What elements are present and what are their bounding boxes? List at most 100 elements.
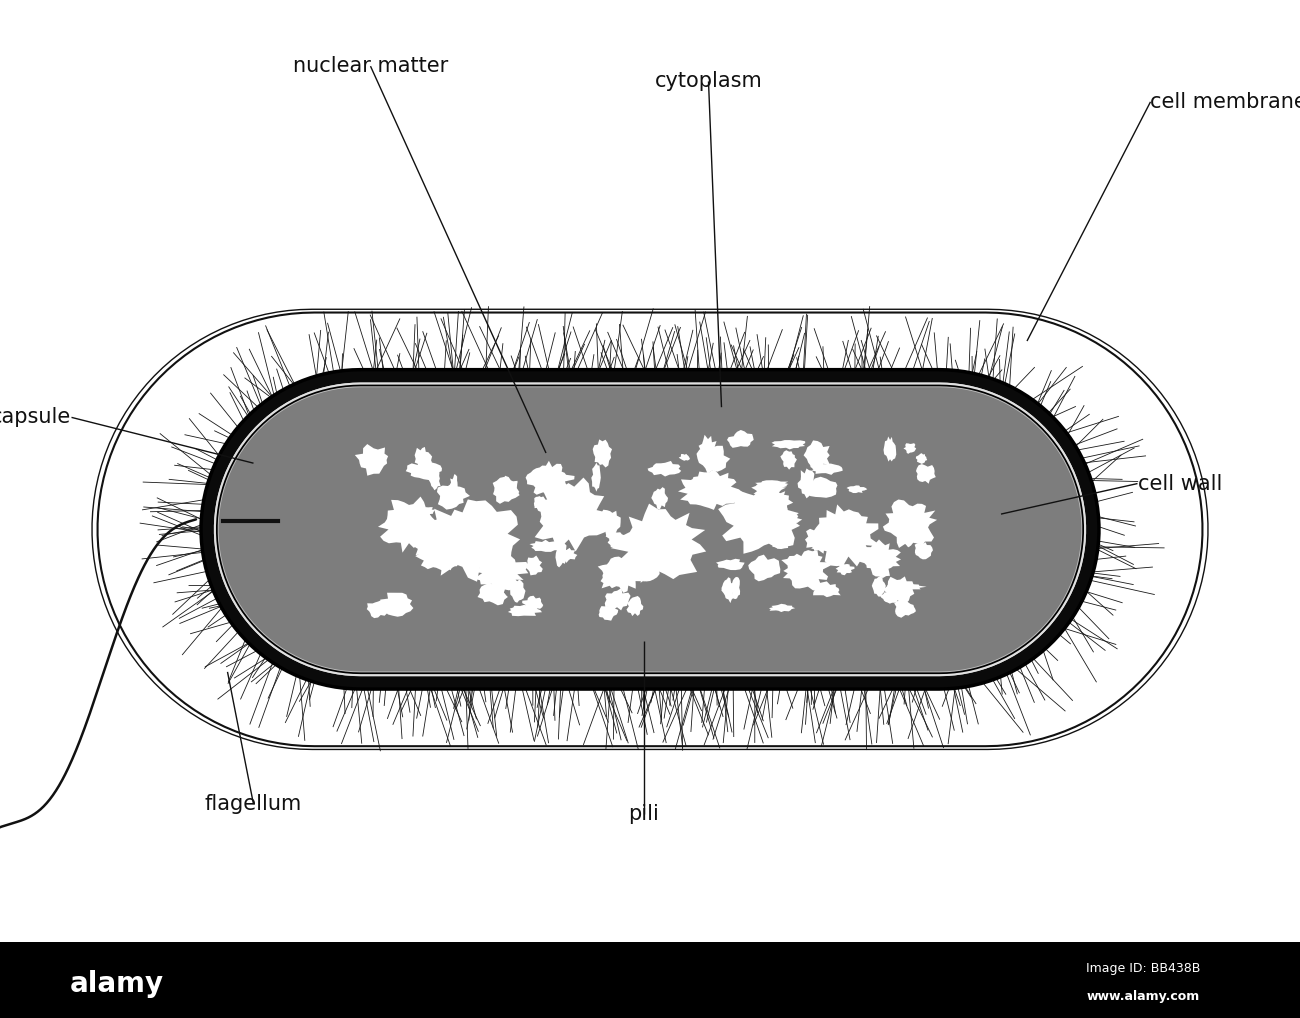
- Polygon shape: [437, 484, 471, 510]
- Polygon shape: [906, 529, 914, 547]
- Polygon shape: [632, 542, 641, 567]
- Polygon shape: [592, 463, 601, 492]
- Polygon shape: [218, 387, 1082, 672]
- Polygon shape: [555, 541, 568, 567]
- Polygon shape: [634, 558, 659, 581]
- Polygon shape: [355, 444, 389, 475]
- Polygon shape: [872, 576, 885, 597]
- Polygon shape: [771, 540, 793, 549]
- Polygon shape: [599, 510, 620, 536]
- Polygon shape: [810, 581, 841, 598]
- Polygon shape: [450, 549, 484, 566]
- Polygon shape: [798, 468, 815, 499]
- Polygon shape: [607, 538, 637, 548]
- Polygon shape: [722, 577, 733, 603]
- Polygon shape: [768, 604, 796, 612]
- Polygon shape: [718, 491, 800, 554]
- Text: capsule: capsule: [0, 407, 72, 428]
- Polygon shape: [771, 440, 805, 449]
- Polygon shape: [412, 528, 447, 557]
- Polygon shape: [523, 596, 543, 610]
- Polygon shape: [883, 500, 937, 548]
- Polygon shape: [593, 440, 612, 467]
- Polygon shape: [493, 476, 520, 504]
- Polygon shape: [758, 486, 775, 504]
- Polygon shape: [801, 476, 837, 498]
- Polygon shape: [647, 461, 681, 476]
- Polygon shape: [433, 529, 446, 554]
- Polygon shape: [836, 564, 854, 575]
- Polygon shape: [421, 500, 520, 581]
- Polygon shape: [903, 443, 916, 454]
- Polygon shape: [491, 585, 506, 600]
- Polygon shape: [815, 525, 838, 548]
- Polygon shape: [755, 480, 789, 488]
- Text: cytoplasm: cytoplasm: [655, 71, 762, 92]
- Polygon shape: [883, 576, 914, 604]
- Polygon shape: [442, 536, 467, 547]
- Polygon shape: [780, 450, 797, 469]
- Polygon shape: [202, 370, 1098, 689]
- Polygon shape: [477, 583, 508, 606]
- Polygon shape: [915, 453, 927, 464]
- Polygon shape: [471, 549, 528, 590]
- Text: Image ID: BB438B: Image ID: BB438B: [1086, 962, 1200, 975]
- Polygon shape: [606, 532, 627, 545]
- Polygon shape: [554, 509, 580, 540]
- Polygon shape: [770, 513, 802, 526]
- Polygon shape: [367, 600, 390, 618]
- Polygon shape: [727, 430, 754, 448]
- Polygon shape: [406, 462, 442, 480]
- Polygon shape: [858, 540, 901, 578]
- Polygon shape: [781, 550, 831, 590]
- Polygon shape: [534, 496, 546, 512]
- Polygon shape: [417, 507, 436, 516]
- Polygon shape: [420, 454, 432, 470]
- Polygon shape: [716, 559, 745, 570]
- Polygon shape: [751, 484, 786, 495]
- Polygon shape: [380, 592, 413, 617]
- Text: flagellum: flagellum: [205, 794, 302, 814]
- Polygon shape: [731, 577, 740, 600]
- Polygon shape: [810, 463, 842, 474]
- Polygon shape: [534, 477, 614, 552]
- Polygon shape: [627, 596, 644, 616]
- Polygon shape: [422, 527, 447, 546]
- Polygon shape: [915, 543, 933, 559]
- Polygon shape: [604, 588, 630, 611]
- Polygon shape: [510, 579, 525, 603]
- Polygon shape: [378, 497, 441, 553]
- Polygon shape: [508, 605, 542, 616]
- Polygon shape: [916, 464, 936, 484]
- Polygon shape: [846, 486, 867, 493]
- Polygon shape: [529, 540, 560, 552]
- Text: nuclear matter: nuclear matter: [292, 56, 448, 76]
- Polygon shape: [415, 447, 430, 469]
- Polygon shape: [499, 475, 520, 500]
- Polygon shape: [803, 441, 829, 469]
- Polygon shape: [598, 557, 646, 592]
- Polygon shape: [697, 446, 731, 473]
- Polygon shape: [805, 526, 833, 554]
- Text: cell wall: cell wall: [1138, 473, 1222, 494]
- Polygon shape: [755, 491, 793, 513]
- Polygon shape: [749, 555, 780, 581]
- Polygon shape: [428, 467, 441, 491]
- Polygon shape: [525, 556, 543, 575]
- Polygon shape: [525, 461, 575, 496]
- Polygon shape: [811, 504, 883, 566]
- Text: alamy: alamy: [70, 970, 164, 998]
- Polygon shape: [679, 454, 690, 461]
- Polygon shape: [598, 605, 619, 621]
- Polygon shape: [689, 475, 720, 490]
- Polygon shape: [722, 582, 736, 591]
- Polygon shape: [880, 590, 897, 604]
- Polygon shape: [415, 536, 463, 571]
- Text: www.alamy.com: www.alamy.com: [1087, 991, 1200, 1003]
- Text: cell membrane: cell membrane: [1150, 92, 1300, 112]
- Polygon shape: [733, 509, 745, 523]
- Polygon shape: [556, 548, 577, 563]
- Bar: [0, 942, 1300, 1018]
- Polygon shape: [651, 488, 668, 509]
- Polygon shape: [217, 385, 1083, 674]
